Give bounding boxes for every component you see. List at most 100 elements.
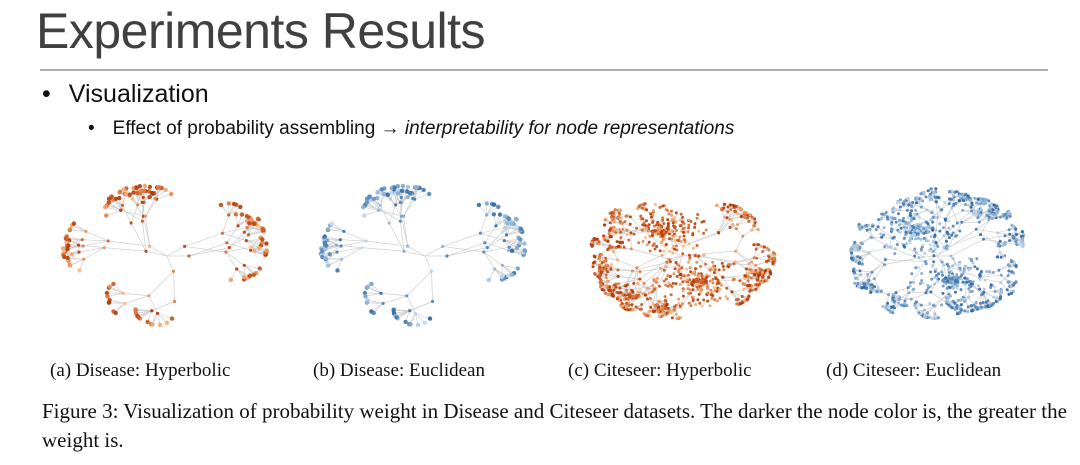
graph-node [850, 251, 854, 255]
graph-node [945, 239, 948, 243]
graph-node [608, 293, 611, 297]
graph-edge [899, 209, 912, 212]
graph-node [227, 246, 231, 250]
graph-edge [504, 240, 521, 244]
graph-edge [395, 196, 408, 206]
graph-node [675, 244, 678, 248]
graph-node [365, 284, 370, 289]
graph-edge [641, 298, 651, 305]
graph-node [760, 244, 763, 248]
graph-node [1007, 228, 1011, 232]
graph-edge [246, 240, 260, 249]
graph-edge [66, 236, 83, 241]
graph-node [648, 296, 652, 300]
graph-node [712, 264, 716, 268]
graph-node [934, 267, 938, 271]
graph-edge [366, 240, 408, 247]
graph-node [661, 204, 665, 208]
graph-node [697, 254, 701, 258]
graph-node [102, 246, 106, 250]
graph-node [485, 213, 489, 217]
graph-edge [415, 313, 426, 324]
graph-node [169, 191, 174, 197]
graph-node [1006, 274, 1010, 278]
graph-node [879, 289, 883, 293]
graph-node [648, 234, 652, 238]
graph-node [680, 266, 684, 270]
graph-node [968, 198, 972, 202]
graph-node [953, 301, 957, 305]
graph-node [883, 258, 887, 262]
graph-node [653, 247, 657, 251]
graph-edge [670, 255, 683, 262]
graph-edge [396, 310, 410, 318]
graph-node [695, 244, 699, 247]
graph-node [618, 240, 622, 244]
graph-node [411, 196, 415, 201]
graph-node [691, 246, 695, 250]
graph-node [944, 218, 947, 222]
graph-edge [726, 211, 736, 219]
graph-node [104, 213, 109, 218]
graph-node [430, 299, 435, 304]
graph-node [500, 263, 504, 267]
graph-node [860, 286, 864, 290]
graph-edge [109, 286, 124, 294]
graph-edge [414, 193, 430, 200]
graph-edge [109, 299, 126, 304]
graph-edge [631, 248, 669, 260]
graph-edge [610, 268, 619, 277]
graph-node [986, 304, 990, 308]
graph-node [661, 308, 664, 312]
graph-edge [148, 271, 174, 296]
graph-edge [487, 232, 503, 248]
graph-edge [222, 232, 247, 241]
graph-edge [184, 246, 226, 253]
graph-edge [871, 259, 886, 273]
graph-edge [911, 291, 932, 300]
graph-node [691, 271, 695, 275]
graph-edge [329, 225, 345, 232]
graph-node [660, 231, 663, 235]
graph-edge [976, 229, 998, 234]
graph-node [256, 217, 261, 222]
graph-node [871, 224, 875, 228]
graph-node [851, 269, 855, 273]
graph-node [860, 262, 864, 266]
graph-node [987, 199, 991, 203]
graph-node [651, 309, 655, 313]
graph-node [664, 304, 668, 308]
graph-node [226, 201, 231, 206]
graph-edge [637, 283, 641, 293]
graph-edge [382, 295, 407, 304]
graph-node [696, 298, 700, 302]
graph-node [631, 269, 634, 273]
graph-node [701, 279, 705, 283]
graph-edge [869, 246, 891, 253]
graph-edge [124, 295, 149, 304]
graph-node [81, 244, 85, 248]
graph-node [989, 203, 993, 207]
graph-node [752, 256, 756, 260]
graph-node [869, 236, 873, 239]
graph-edge [401, 216, 408, 247]
graph-node [650, 290, 654, 294]
graph-node [694, 282, 698, 286]
graph-node [660, 241, 664, 245]
graph-node [664, 277, 668, 281]
graph-edge [979, 217, 990, 223]
graph-node [136, 203, 140, 207]
graph-node [706, 291, 710, 295]
graph-node [955, 221, 959, 225]
graph-node [71, 221, 77, 226]
graph-edge [997, 229, 1010, 234]
graph-edge [327, 229, 344, 232]
graph-node [995, 212, 999, 216]
graph-node [893, 247, 897, 251]
graph-edge [480, 232, 505, 241]
graph-edge [246, 240, 262, 246]
graph-node [656, 220, 660, 224]
graph-edge [735, 250, 750, 264]
graph-node [653, 242, 656, 246]
graph-node [887, 306, 891, 310]
